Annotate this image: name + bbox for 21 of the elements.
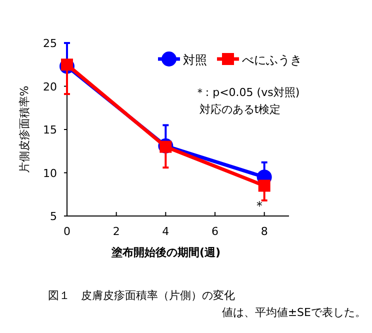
x-tick-label: 0	[64, 225, 70, 238]
point	[61, 58, 73, 71]
y-axis-title: 片側皮疹面積率%	[18, 86, 31, 174]
x-tick-label: 2	[112, 225, 120, 238]
annotation: ＊: p<0.05 (vs対照)	[194, 86, 300, 99]
x-axis-title: 塗布開始後の期間(週)	[110, 246, 221, 259]
annotation: ＊	[252, 198, 266, 214]
annotation: 対応のあるt検定	[199, 103, 281, 116]
y-tick-label: 25	[43, 37, 57, 50]
x-tick-label: 4	[162, 225, 170, 238]
y-tick-label: 10	[43, 166, 57, 180]
legend-label: べにふうき	[242, 53, 302, 67]
y-tick-label: 20	[43, 80, 57, 94]
caption: 図１ 皮膚皮疹面積率（片側）の変化	[48, 289, 235, 302]
y-tick-label: 5	[50, 210, 57, 223]
y-tick-label: 15	[43, 124, 57, 136]
text: 値は、平均値±SEで表した。	[222, 306, 366, 319]
x-tick-label: 6	[212, 225, 218, 238]
point	[258, 180, 270, 192]
x-tick-label: 8	[260, 225, 268, 238]
legend-label: 対照	[183, 53, 207, 67]
